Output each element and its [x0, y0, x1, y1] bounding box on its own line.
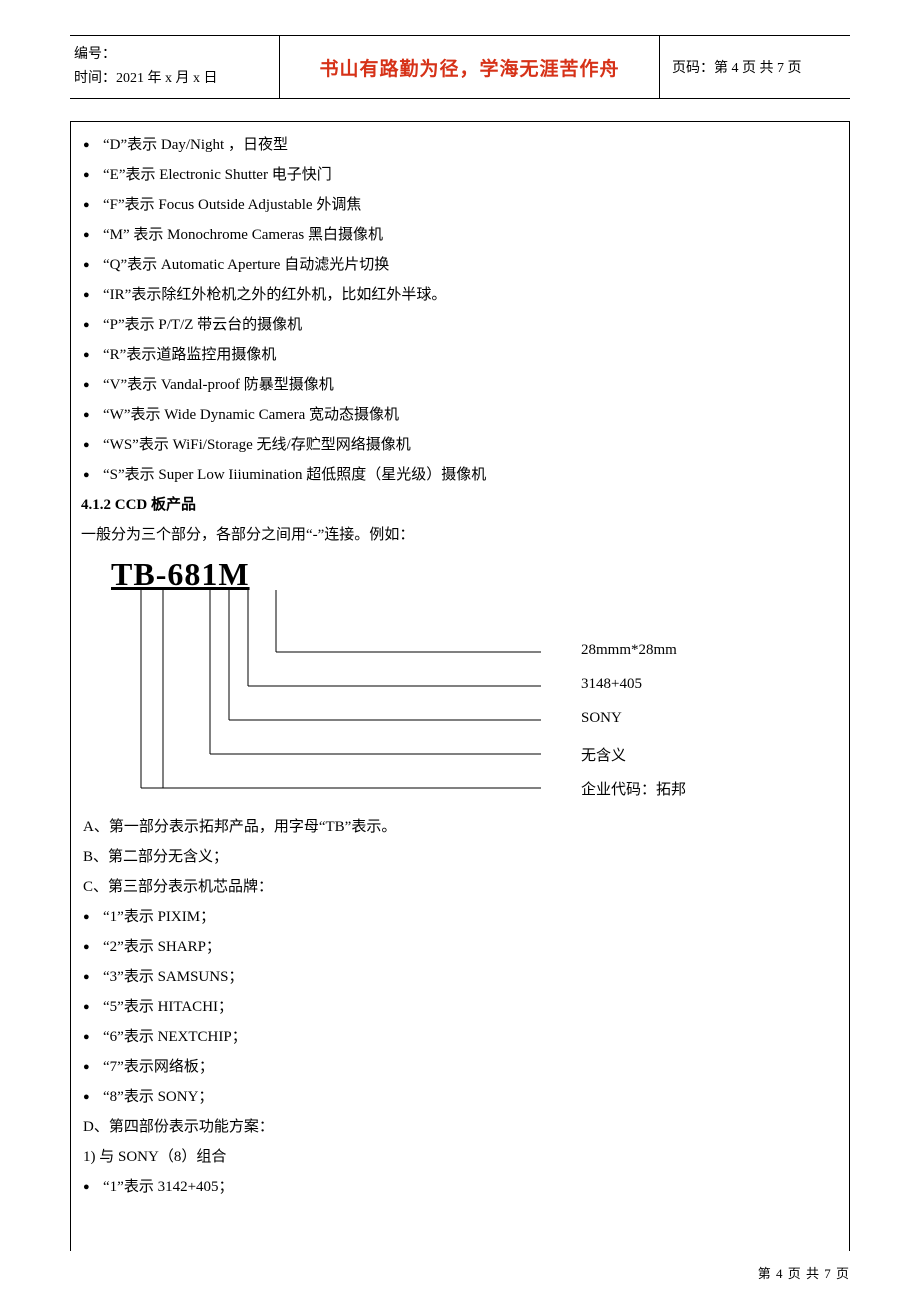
- diagram-label: 3148+405: [581, 676, 642, 693]
- time-label: 时间：2021 年 x 月 x 日: [74, 67, 269, 91]
- section-intro: 一般分为三个部分，各部分之间用“-”连接。例如：: [81, 520, 839, 550]
- section-heading: 4.1.2 CCD 板产品: [81, 490, 839, 520]
- list-item: “1”表示 PIXIM；: [103, 902, 839, 932]
- page-header: 编号： 时间：2021 年 x 月 x 日 书山有路勤为径，学海无涯苦作舟 页码…: [70, 35, 850, 99]
- list-item: “S”表示 Super Low Iiiumination 超低照度（星光级）摄像…: [103, 460, 839, 490]
- list-item: “Q”表示 Automatic Aperture 自动滤光片切换: [103, 250, 839, 280]
- model-name: TB-681M: [111, 556, 250, 593]
- desc-line: B、第二部分无含义；: [81, 842, 839, 872]
- list-item: “W”表示 Wide Dynamic Camera 宽动态摄像机: [103, 400, 839, 430]
- header-left: 编号： 时间：2021 年 x 月 x 日: [70, 36, 280, 98]
- serial-label: 编号：: [74, 43, 269, 67]
- list-item: “7”表示网络板；: [103, 1052, 839, 1082]
- desc-line: A、第一部分表示拓邦产品，用字母“TB”表示。: [81, 812, 839, 842]
- list-item: “3”表示 SAMSUNS；: [103, 962, 839, 992]
- list-item: “6”表示 NEXTCHIP；: [103, 1022, 839, 1052]
- diagram-label: 企业代码：拓邦: [581, 778, 686, 799]
- d-bullet-list: “1”表示 3142+405；: [81, 1172, 839, 1202]
- diagram-label: 无含义: [581, 744, 626, 765]
- content-box: “D”表示 Day/Night ，日夜型 “E”表示 Electronic Sh…: [70, 121, 850, 1251]
- list-item: “D”表示 Day/Night ，日夜型: [103, 130, 839, 160]
- header-motto: 书山有路勤为径，学海无涯苦作舟: [280, 36, 660, 98]
- list-item: “2”表示 SHARP；: [103, 932, 839, 962]
- list-item: “F”表示 Focus Outside Adjustable 外调焦: [103, 190, 839, 220]
- list-item: “M” 表示 Monochrome Cameras 黑白摄像机: [103, 220, 839, 250]
- list-item: “R”表示道路监控用摄像机: [103, 340, 839, 370]
- desc-line: C、第三部分表示机芯品牌：: [81, 872, 839, 902]
- list-item: “V”表示 Vandal-proof 防暴型摄像机: [103, 370, 839, 400]
- footer-page-number: 第 4 页 共 7 页: [758, 1263, 850, 1282]
- model-diagram: TB-681M 28mmm*28mm 3148+405 SONY 无含义 企业代…: [111, 556, 839, 806]
- brand-bullet-list: “1”表示 PIXIM； “2”表示 SHARP； “3”表示 SAMSUNS；…: [81, 902, 839, 1112]
- diagram-label: SONY: [581, 710, 622, 727]
- list-item: “E”表示 Electronic Shutter 电子快门: [103, 160, 839, 190]
- list-item: “IR”表示除红外枪机之外的红外机，比如红外半球。: [103, 280, 839, 310]
- list-item: “P”表示 P/T/Z 带云台的摄像机: [103, 310, 839, 340]
- list-item: “1”表示 3142+405；: [103, 1172, 839, 1202]
- header-page: 页码：第 4 页 共 7 页: [660, 36, 850, 98]
- desc-line-d: D、第四部份表示功能方案：: [81, 1112, 839, 1142]
- desc-line-d-sub: 1) 与 SONY（8）组合: [81, 1142, 839, 1172]
- diagram-lines: [111, 590, 811, 805]
- top-bullet-list: “D”表示 Day/Night ，日夜型 “E”表示 Electronic Sh…: [81, 130, 839, 490]
- diagram-label: 28mmm*28mm: [581, 642, 677, 659]
- list-item: “5”表示 HITACHI；: [103, 992, 839, 1022]
- list-item: “WS”表示 WiFi/Storage 无线/存贮型网络摄像机: [103, 430, 839, 460]
- list-item: “8”表示 SONY；: [103, 1082, 839, 1112]
